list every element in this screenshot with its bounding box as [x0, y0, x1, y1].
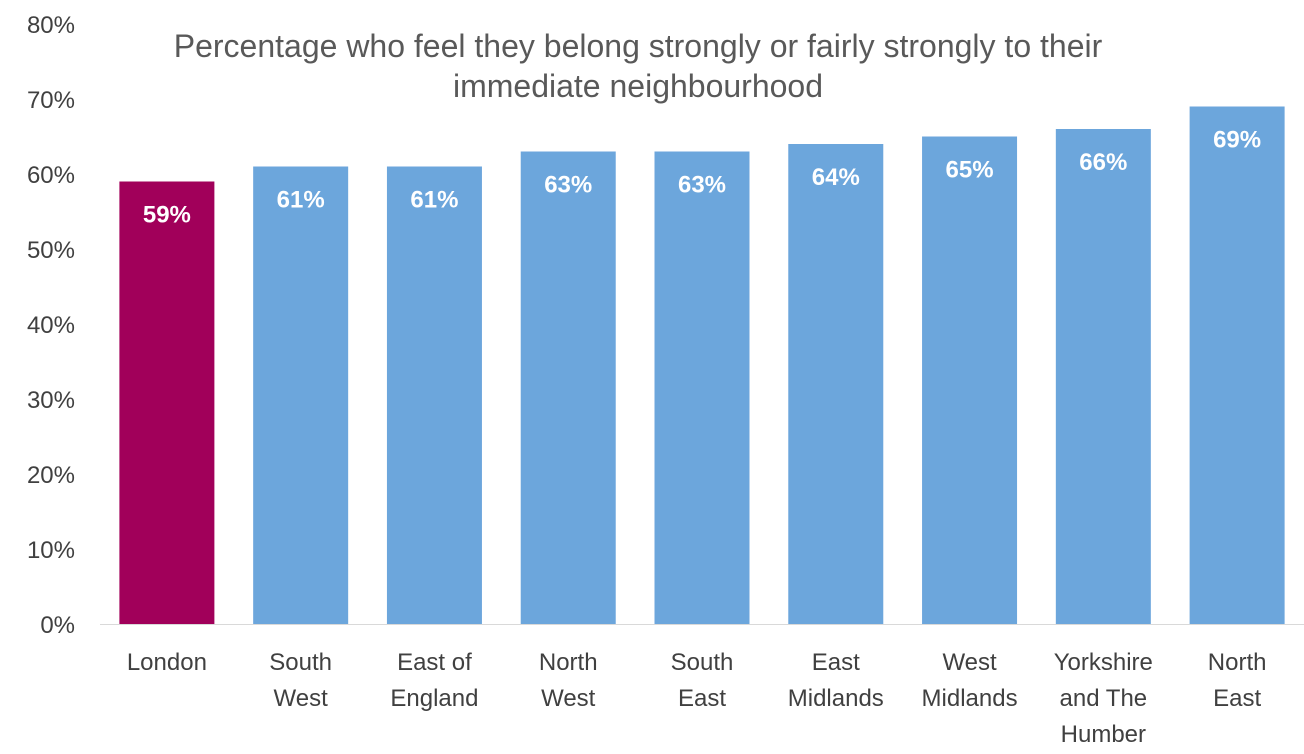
y-tick-label: 10%: [27, 537, 75, 564]
data-label: 63%: [678, 172, 726, 199]
data-label: 61%: [277, 187, 325, 214]
y-tick-label: 50%: [27, 237, 75, 264]
y-tick-label: 30%: [27, 387, 75, 414]
bar-6: [922, 136, 1018, 624]
x-tick-label: East: [812, 649, 860, 676]
data-label: 64%: [812, 164, 860, 191]
x-tick-label: East: [1213, 685, 1261, 712]
chart-title-line: immediate neighbourhood: [453, 68, 823, 104]
x-tick-label: Midlands: [922, 685, 1018, 712]
x-tick-label: East: [678, 685, 726, 712]
x-tick-label: North: [1208, 649, 1267, 676]
x-tick-label: England: [390, 685, 478, 712]
bar-5: [788, 144, 884, 624]
data-label: 65%: [946, 157, 994, 184]
bar-4: [654, 151, 750, 624]
x-tick-label: South: [269, 649, 332, 676]
y-tick-label: 70%: [27, 87, 75, 114]
x-tick-label: South: [671, 649, 734, 676]
y-tick-label: 40%: [27, 312, 75, 339]
data-label: 69%: [1213, 127, 1261, 154]
x-tick-label: Midlands: [788, 685, 884, 712]
bar-2: [386, 166, 482, 624]
chart-title-line: Percentage who feel they belong strongly…: [174, 28, 1103, 64]
x-tick-label: Yorkshire: [1054, 649, 1153, 676]
bar-8: [1189, 106, 1285, 624]
data-label: 66%: [1079, 149, 1127, 176]
bar-3: [520, 151, 616, 624]
x-tick-label: London: [127, 649, 207, 676]
x-tick-label: West: [274, 685, 329, 712]
y-tick-label: 60%: [27, 162, 75, 189]
bar-0: [119, 181, 215, 624]
x-tick-label: West: [942, 649, 997, 676]
bar-7: [1055, 129, 1151, 624]
x-tick-label: Humber: [1061, 721, 1146, 748]
data-label: 61%: [410, 187, 458, 214]
data-label: 63%: [544, 172, 592, 199]
bar-1: [253, 166, 349, 624]
x-tick-label: East of: [397, 649, 472, 676]
y-tick-label: 20%: [27, 462, 75, 489]
y-tick-label: 80%: [27, 12, 75, 39]
x-tick-label: West: [541, 685, 596, 712]
x-tick-label: North: [539, 649, 598, 676]
x-tick-label: and The: [1060, 685, 1148, 712]
data-label: 59%: [143, 202, 191, 229]
y-tick-label: 0%: [40, 612, 75, 639]
